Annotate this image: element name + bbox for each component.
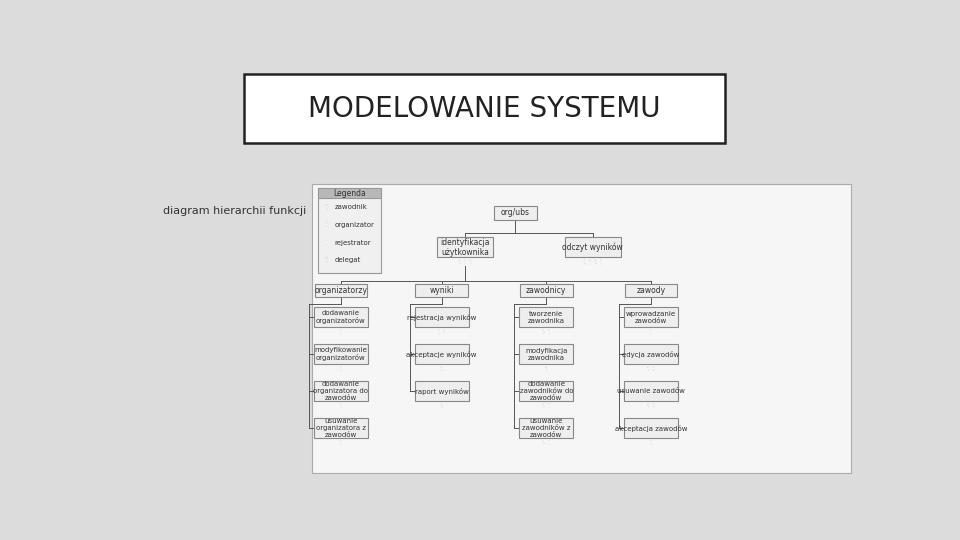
- Text: akceptacje wyników: akceptacje wyników: [406, 351, 477, 358]
- Bar: [624, 381, 678, 401]
- Polygon shape: [325, 221, 328, 228]
- Polygon shape: [653, 366, 655, 372]
- Polygon shape: [444, 328, 445, 335]
- Text: tworzenie
zawodnika: tworzenie zawodnika: [528, 311, 564, 324]
- Bar: [318, 188, 381, 273]
- Polygon shape: [340, 366, 342, 372]
- Bar: [314, 307, 368, 327]
- Polygon shape: [548, 402, 550, 409]
- Text: zawodnik: zawodnik: [335, 204, 368, 210]
- Bar: [415, 307, 468, 327]
- Bar: [624, 307, 678, 327]
- Bar: [494, 206, 537, 220]
- Bar: [314, 381, 368, 401]
- Text: usuwanie zawodów: usuwanie zawodów: [617, 388, 684, 394]
- Bar: [314, 345, 368, 364]
- Polygon shape: [594, 259, 597, 265]
- Bar: [244, 74, 725, 143]
- Text: usuwanie
organizatora z
zawodów: usuwanie organizatora z zawodów: [316, 418, 366, 438]
- Text: rejestracja wyników: rejestracja wyników: [407, 314, 476, 321]
- Bar: [318, 188, 381, 198]
- Polygon shape: [650, 440, 652, 445]
- Polygon shape: [325, 239, 328, 245]
- Bar: [624, 418, 678, 438]
- Text: wprowadzanie
zawodów: wprowadzanie zawodów: [626, 311, 676, 324]
- Polygon shape: [600, 259, 602, 265]
- Text: organizator: organizator: [335, 222, 374, 228]
- Polygon shape: [548, 328, 550, 335]
- Bar: [315, 284, 368, 296]
- Text: modyfikacja
zawodnika: modyfikacja zawodnika: [525, 348, 567, 361]
- Polygon shape: [650, 328, 652, 335]
- Polygon shape: [542, 440, 544, 445]
- Polygon shape: [548, 440, 550, 445]
- Polygon shape: [647, 402, 649, 409]
- Polygon shape: [441, 366, 443, 372]
- Text: diagram hierarchii funkcji: diagram hierarchii funkcji: [162, 206, 306, 216]
- Text: usuwanie
zawodników z
zawodów: usuwanie zawodników z zawodów: [522, 418, 570, 438]
- Text: dodawanie
organizatorów: dodawanie organizatorów: [316, 310, 366, 325]
- Polygon shape: [340, 328, 342, 335]
- Text: akceptacja zawodów: akceptacja zawodów: [614, 425, 687, 432]
- Text: rejestrator: rejestrator: [335, 240, 372, 246]
- Text: dodawanie
organizatora do
zawodów: dodawanie organizatora do zawodów: [313, 381, 369, 401]
- Text: identyfikacja
użytkownika: identyfikacja użytkownika: [440, 238, 490, 257]
- Bar: [437, 237, 492, 257]
- Bar: [416, 284, 468, 296]
- Bar: [314, 418, 368, 438]
- Bar: [520, 284, 572, 296]
- Polygon shape: [545, 366, 547, 372]
- Bar: [415, 345, 468, 364]
- Bar: [519, 345, 573, 364]
- Text: zawodnicy: zawodnicy: [526, 286, 566, 295]
- Polygon shape: [542, 402, 544, 409]
- Bar: [519, 307, 573, 327]
- Bar: [564, 237, 621, 257]
- Polygon shape: [340, 440, 342, 445]
- Polygon shape: [653, 402, 655, 409]
- Polygon shape: [584, 259, 586, 265]
- Polygon shape: [647, 366, 649, 372]
- Text: org/ubs: org/ubs: [501, 208, 530, 217]
- Text: odczyt wyników: odczyt wyników: [563, 242, 623, 252]
- Polygon shape: [542, 328, 544, 335]
- Bar: [519, 418, 573, 438]
- Text: dodawanie
zawodników do
zawodów: dodawanie zawodników do zawodów: [519, 381, 573, 401]
- Text: Legenda: Legenda: [333, 188, 366, 198]
- Polygon shape: [458, 259, 461, 265]
- Bar: [415, 381, 468, 401]
- Polygon shape: [469, 259, 471, 265]
- Bar: [312, 184, 851, 473]
- Bar: [625, 284, 677, 296]
- Text: MODELOWANIE SYSTEMU: MODELOWANIE SYSTEMU: [308, 94, 660, 123]
- Text: organizatorzy: organizatorzy: [314, 286, 368, 295]
- Polygon shape: [441, 402, 443, 409]
- Polygon shape: [464, 259, 467, 265]
- Text: modyfikowanie
organizatorów: modyfikowanie organizatorów: [315, 347, 368, 361]
- Polygon shape: [340, 402, 342, 409]
- Bar: [519, 381, 573, 401]
- Text: zawody: zawody: [636, 286, 665, 295]
- Text: edycja zawodów: edycja zawodów: [622, 351, 680, 358]
- Polygon shape: [325, 203, 328, 210]
- Polygon shape: [325, 256, 328, 263]
- Bar: [624, 345, 678, 364]
- Polygon shape: [588, 259, 591, 265]
- Polygon shape: [438, 328, 440, 335]
- Text: delegat: delegat: [335, 258, 361, 264]
- Text: raport wyników: raport wyników: [415, 388, 468, 395]
- Text: wyniki: wyniki: [429, 286, 454, 295]
